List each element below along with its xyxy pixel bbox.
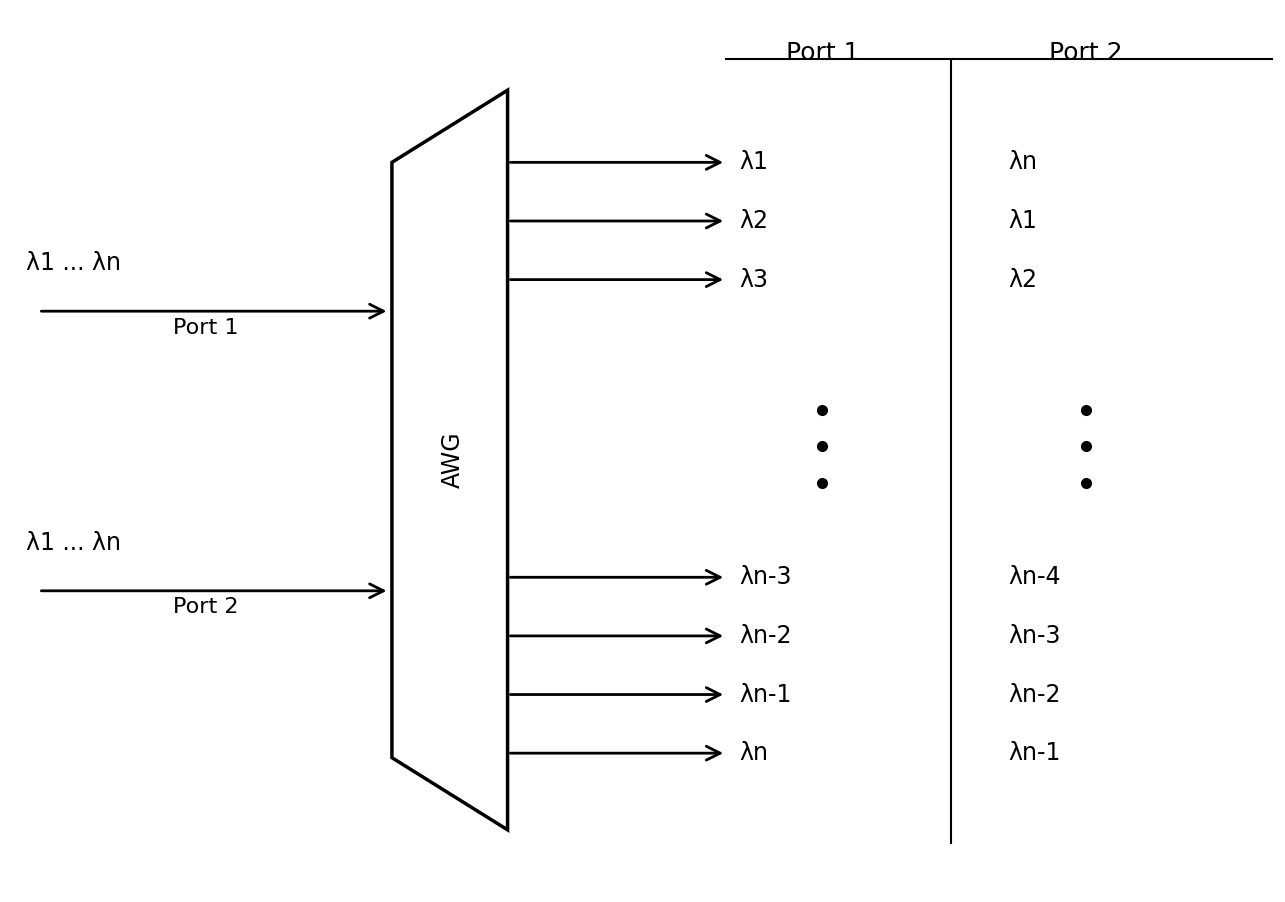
Text: Port 1: Port 1: [173, 318, 239, 337]
Text: λn-3: λn-3: [739, 566, 792, 589]
Text: Port 1: Port 1: [785, 41, 860, 65]
Text: λ3: λ3: [739, 268, 768, 291]
Text: λ2: λ2: [1009, 268, 1038, 291]
Text: λn-1: λn-1: [739, 683, 792, 706]
Text: Port 2: Port 2: [1049, 41, 1123, 65]
Text: λ1 ... λn: λ1 ... λn: [26, 251, 121, 275]
Text: λn: λn: [1009, 151, 1038, 174]
Text: λ1: λ1: [739, 151, 767, 174]
Text: AWG: AWG: [441, 432, 464, 488]
Text: λ1 ... λn: λ1 ... λn: [26, 530, 121, 555]
Text: λn-2: λn-2: [1009, 683, 1061, 706]
Polygon shape: [392, 90, 508, 830]
Text: λ1: λ1: [1009, 209, 1037, 233]
Text: Port 2: Port 2: [173, 597, 239, 617]
Text: λn-4: λn-4: [1009, 566, 1061, 589]
Text: λ2: λ2: [739, 209, 768, 233]
Text: λn-1: λn-1: [1009, 741, 1061, 765]
Text: λn: λn: [739, 741, 768, 765]
Text: λn-2: λn-2: [739, 624, 792, 648]
Text: λn-3: λn-3: [1009, 624, 1061, 648]
